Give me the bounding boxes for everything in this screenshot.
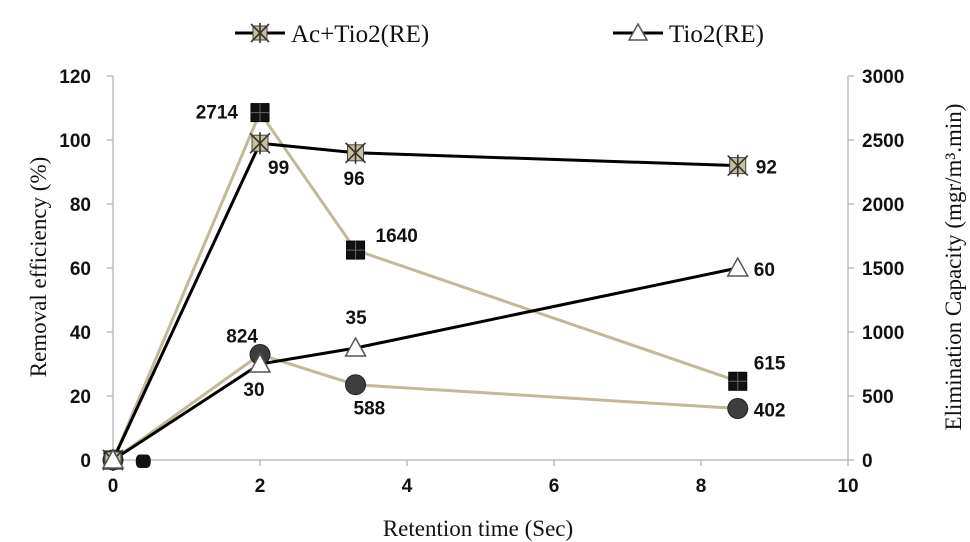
series-2-data-label: 60 bbox=[754, 260, 775, 281]
left-axis-title: Removal efficiency (%) bbox=[26, 157, 51, 378]
right-y-tick-label: 2000 bbox=[862, 195, 904, 216]
legend-triangle-marker bbox=[627, 22, 649, 41]
right-y-tick-label: 3000 bbox=[862, 67, 904, 88]
legend-label-tio2: Tio2(RE) bbox=[669, 21, 764, 48]
series-1-data-label: 96 bbox=[344, 169, 365, 190]
series-2-marker bbox=[101, 448, 125, 469]
series-1-marker bbox=[344, 141, 367, 164]
x-tick-label: 0 bbox=[108, 476, 119, 497]
legend-asterisk-marker bbox=[250, 23, 270, 43]
series-1-data-label: 0 bbox=[137, 452, 148, 473]
series-1-line bbox=[111, 141, 738, 461]
x-tick-label: 4 bbox=[402, 476, 413, 497]
left-y-tick-label: 0 bbox=[80, 451, 91, 472]
left-y-tick-label: 100 bbox=[59, 131, 91, 152]
x-tick-label: 6 bbox=[549, 476, 560, 497]
right-axis-title: Elimination Capacity (mgr/m³.min) bbox=[941, 104, 966, 431]
x-axis-title: Retention time (Sec) bbox=[383, 516, 573, 541]
series-3-data-label: 1640 bbox=[376, 226, 418, 247]
series-3-line bbox=[111, 109, 739, 461]
chart-axes: 0 2 4 6 8 10020406080100120050010001500200025… bbox=[59, 67, 904, 497]
right-y-tick-label: 1500 bbox=[862, 259, 904, 280]
right-y-tick-label: 2500 bbox=[862, 131, 904, 152]
series-1-marker bbox=[727, 154, 749, 177]
x-tick-label: 8 bbox=[696, 476, 707, 497]
series-2-marker bbox=[344, 336, 367, 357]
right-y-tick-label: 1000 bbox=[862, 323, 904, 344]
series-1-data-label: 92 bbox=[756, 158, 777, 179]
series-3-marker bbox=[346, 240, 366, 260]
legend: Ac+Tio2(RE) Tio2(RE) bbox=[235, 21, 764, 48]
series-2-marker bbox=[248, 352, 272, 373]
left-y-tick-label: 80 bbox=[70, 195, 91, 216]
series-4-data-label: 824 bbox=[226, 327, 258, 348]
series-3-data-label: 0 bbox=[141, 452, 152, 473]
right-y-tick-label: 500 bbox=[862, 387, 894, 408]
legend-entry-ac-tio2: Ac+Tio2(RE) bbox=[235, 21, 429, 48]
left-y-tick-label: 20 bbox=[70, 387, 91, 408]
series-4-data-label: 588 bbox=[354, 399, 386, 420]
right-y-tick-label: 0 bbox=[862, 451, 873, 472]
left-y-tick-label: 60 bbox=[70, 259, 91, 280]
legend-label-ac-tio2: Ac+Tio2(RE) bbox=[291, 21, 429, 48]
x-tick-label: 10 bbox=[837, 476, 858, 497]
series-4-data-label: 0 bbox=[139, 452, 150, 473]
series-lines bbox=[111, 109, 739, 462]
left-y-tick-label: 120 bbox=[59, 67, 91, 88]
left-y-tick-label: 40 bbox=[70, 323, 91, 344]
series-3-marker bbox=[250, 103, 270, 123]
series-2-data-label: 0 bbox=[135, 452, 146, 473]
series-4-marker bbox=[345, 374, 367, 396]
series-3-data-label: 2714 bbox=[196, 103, 239, 124]
series-4-marker bbox=[727, 398, 749, 420]
series-1-data-label: 99 bbox=[268, 158, 289, 179]
series-4-data-label: 402 bbox=[754, 401, 786, 422]
series-3-data-label: 615 bbox=[754, 353, 786, 374]
series-2-line bbox=[112, 266, 739, 462]
series-4-line bbox=[112, 352, 738, 462]
series-2-data-label: 35 bbox=[346, 308, 368, 329]
x-tick-label: 2 bbox=[255, 476, 266, 497]
legend-entry-tio2: Tio2(RE) bbox=[613, 21, 764, 48]
series-markers bbox=[101, 103, 750, 471]
series-1-marker bbox=[249, 132, 271, 155]
series-2-marker bbox=[726, 256, 750, 277]
series-2-data-label: 30 bbox=[243, 380, 264, 401]
series-3-marker bbox=[728, 371, 748, 391]
